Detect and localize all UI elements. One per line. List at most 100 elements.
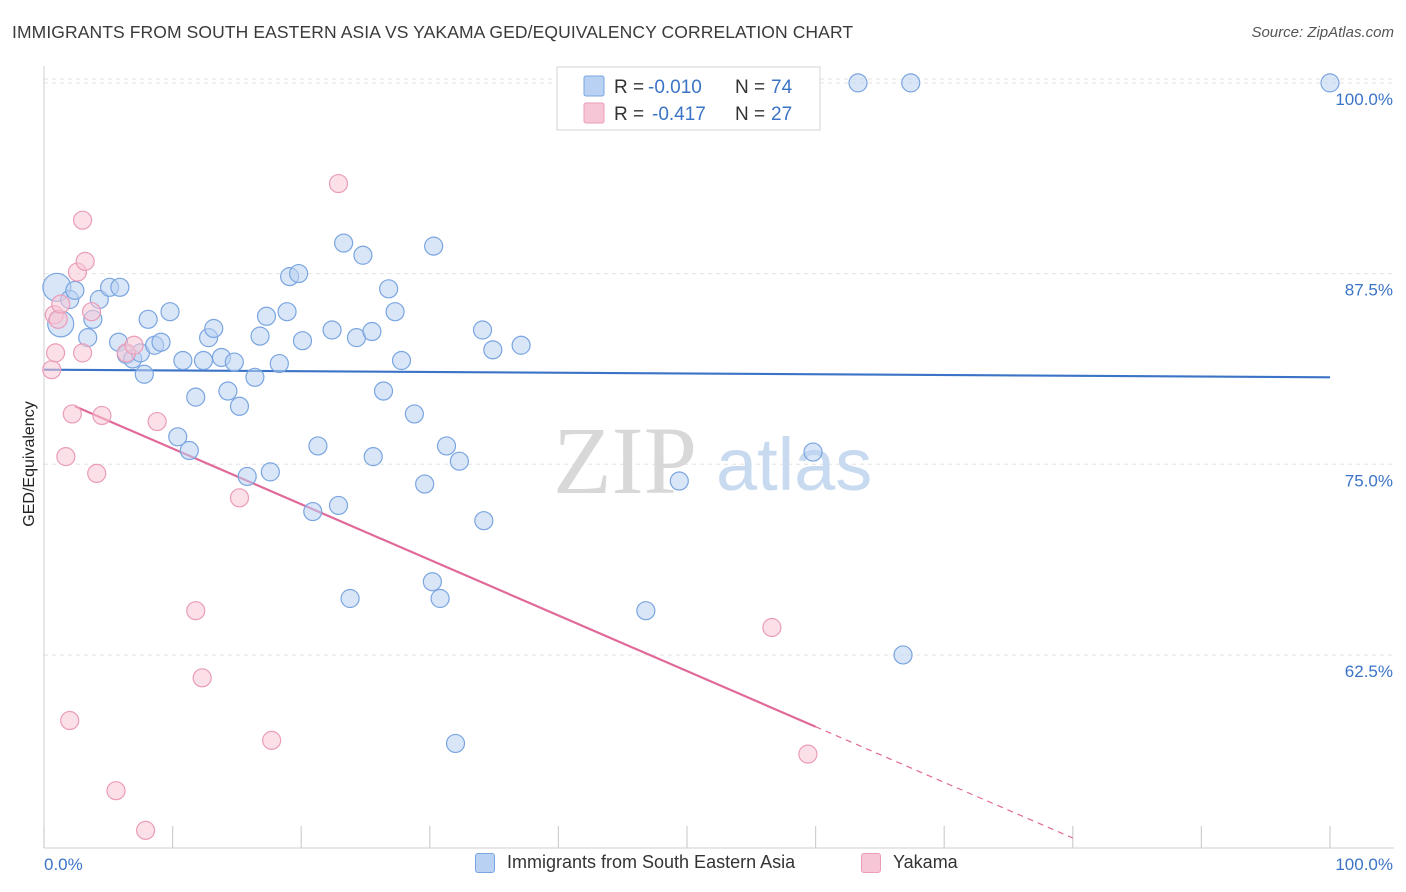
- pink-point: [106, 781, 126, 801]
- blue-point: [472, 320, 493, 340]
- blue-point: [415, 474, 435, 494]
- pink-point: [328, 173, 349, 194]
- blue-point: [204, 318, 224, 339]
- blue-point: [303, 501, 323, 522]
- blue-point: [292, 331, 313, 351]
- pink-point: [81, 302, 102, 322]
- blue-point: [65, 280, 85, 300]
- pink-point: [75, 251, 95, 271]
- blue-point: [160, 302, 180, 322]
- stats-legend: R = -0.010 N = 74 R = -0.417 N = 27: [556, 66, 821, 131]
- blue-point: [1320, 73, 1340, 93]
- blue-point: [110, 277, 130, 297]
- legend-r-value-2: -0.417: [652, 104, 706, 125]
- blue-point: [256, 306, 277, 326]
- blue-point: [308, 436, 328, 456]
- series-legend: Immigrants from South Eastern Asia Yakam…: [0, 852, 1406, 878]
- pink-trend-line: [74, 405, 817, 728]
- blue-point: [893, 645, 913, 665]
- x-tick-label-max: 100.0%: [1335, 855, 1393, 874]
- legend-swatch-pink: [583, 102, 605, 124]
- blue-point: [422, 572, 442, 592]
- blue-point: [229, 396, 250, 416]
- point-layer: [42, 73, 1340, 840]
- pink-point: [798, 744, 818, 764]
- legend-r-label-1: R =: [614, 77, 644, 98]
- blue-point: [483, 340, 503, 360]
- blue-point: [391, 350, 412, 371]
- legend-item-immigrants[interactable]: Immigrants from South Eastern Asia: [475, 852, 795, 873]
- y-tick-label: 100.0%: [1335, 90, 1393, 109]
- y-tick-label: 87.5%: [1345, 281, 1393, 300]
- pink-point: [51, 294, 71, 314]
- blue-point: [353, 245, 373, 265]
- pink-point: [124, 335, 144, 355]
- svg-text:R = -0.010 N =: R = -0.010 N = 74: [614, 77, 793, 98]
- legend-r-label-2: R =: [614, 104, 644, 125]
- legend-swatch-immigrants: [475, 852, 495, 873]
- pink-point: [186, 601, 206, 621]
- blue-point: [379, 279, 399, 299]
- blue-point: [260, 462, 280, 482]
- blue-point: [803, 442, 823, 462]
- pink-point: [72, 343, 93, 363]
- y-tick-label: 62.5%: [1345, 662, 1393, 681]
- blue-point: [669, 471, 689, 491]
- blue-point: [385, 302, 405, 322]
- blue-point: [245, 367, 265, 387]
- blue-point: [224, 352, 244, 372]
- pink-point: [229, 488, 250, 508]
- blue-point: [289, 263, 309, 284]
- blue-point: [362, 321, 382, 342]
- y-axis-title: GED/Equivalency: [21, 401, 38, 526]
- pink-point: [262, 730, 282, 750]
- legend-swatch-yakama: [861, 852, 881, 873]
- blue-point: [430, 588, 450, 609]
- blue-point: [186, 387, 206, 407]
- blue-point: [445, 733, 466, 754]
- pink-point: [92, 405, 112, 426]
- blue-point: [363, 447, 383, 467]
- legend-n-value-2: 27: [771, 104, 792, 125]
- blue-point: [449, 451, 469, 471]
- svg-text:R = -0.417 N =: R = -0.417 N = 27: [614, 104, 792, 125]
- blue-point: [848, 73, 868, 93]
- legend-swatch-blue: [583, 75, 605, 97]
- blue-point: [179, 440, 199, 461]
- legend-r-value-1: -0.010: [648, 77, 702, 98]
- blue-point: [193, 350, 214, 371]
- blue-point: [340, 588, 360, 609]
- source-credit: Source: ZipAtlas.com: [1251, 24, 1394, 41]
- blue-point: [436, 436, 457, 456]
- blue-point: [168, 427, 188, 447]
- blue-point: [404, 404, 424, 424]
- pink-point: [87, 463, 107, 484]
- chart-title: IMMIGRANTS FROM SOUTH EASTERN ASIA VS YA…: [12, 22, 854, 42]
- blue-point: [237, 466, 257, 487]
- grid-layer: [44, 78, 1394, 656]
- blue-point: [322, 320, 342, 340]
- blue-point: [424, 236, 444, 256]
- blue-point: [277, 302, 297, 322]
- legend-item-yakama[interactable]: Yakama: [861, 852, 958, 873]
- pink-point: [56, 447, 76, 467]
- pink-point: [192, 668, 212, 688]
- watermark-atlas: atlas: [716, 423, 872, 506]
- blue-point: [373, 381, 394, 401]
- blue-point: [250, 326, 270, 346]
- legend-label-immigrants: Immigrants from South Eastern Asia: [507, 852, 796, 872]
- watermark: ZIP atlas: [553, 407, 872, 514]
- blue-point: [134, 364, 154, 384]
- x-tick-label-min: 0.0%: [44, 855, 83, 874]
- legend-label-yakama: Yakama: [893, 852, 958, 872]
- blue-point: [901, 73, 921, 93]
- watermark-zip: ZIP: [553, 407, 697, 514]
- blue-point: [334, 233, 354, 253]
- pink-point: [762, 617, 782, 638]
- legend-n-label-1: N =: [735, 77, 765, 98]
- blue-point: [218, 381, 238, 401]
- pink-point: [135, 820, 156, 840]
- pink-point: [45, 343, 66, 363]
- blue-point: [269, 353, 289, 374]
